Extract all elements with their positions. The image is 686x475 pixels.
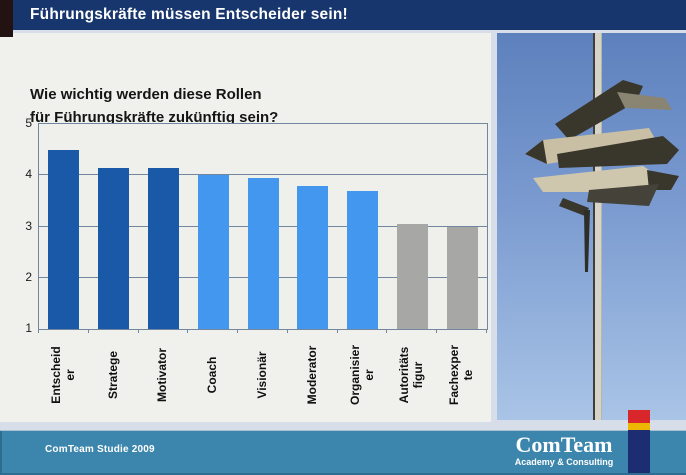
xlabel-line: Entscheid xyxy=(48,346,63,404)
xlabel-line: Fachexper xyxy=(447,344,462,406)
gridline-4 xyxy=(39,174,487,176)
ytick-label-2: 2 xyxy=(25,269,32,284)
xtick-mark xyxy=(286,329,288,333)
xtick-mark xyxy=(336,329,338,333)
xlabel-line: er xyxy=(361,369,376,381)
comteam-logo: ComTeam Academy & Consulting xyxy=(505,432,623,468)
logo-flag-gold xyxy=(628,423,650,430)
corner-accent xyxy=(0,0,13,37)
xlabel-line: Autoritäts xyxy=(397,346,412,404)
xlabel-line: Stratege xyxy=(105,350,120,400)
xtick-mark xyxy=(187,329,189,333)
signpost-arrows-icon xyxy=(525,80,679,272)
bar-entscheider xyxy=(48,149,80,329)
chart-title: Wie wichtig werden diese Rollen für Führ… xyxy=(30,83,278,129)
ytick-label-3: 3 xyxy=(25,218,32,233)
footer-source-text: ComTeam Studie 2009 xyxy=(45,444,155,455)
logo-flag xyxy=(628,410,650,473)
xlabel-line: Motivator xyxy=(155,348,170,402)
title-banner: Führungskräfte müssen Entscheider sein! xyxy=(0,0,686,30)
bar-visionär xyxy=(247,177,279,329)
xtick-mark xyxy=(436,329,438,333)
bar-moderator xyxy=(297,185,329,329)
chart-title-line1: Wie wichtig werden diese Rollen xyxy=(30,86,262,103)
xlabel-line: Visionär xyxy=(255,351,269,399)
xtick-mark xyxy=(38,329,39,333)
bar-fachexperte xyxy=(446,226,478,329)
xtick-mark xyxy=(386,329,388,333)
xlabel-line: te xyxy=(461,369,476,381)
footer-bar: ComTeam Studie 2009 ComTeam Academy & Co… xyxy=(0,430,686,475)
slide-title: Führungskräfte müssen Entscheider sein! xyxy=(30,6,348,23)
bar-stratege xyxy=(98,167,130,329)
chart-title-line2: für Führungskräfte zukünftig sein? xyxy=(30,109,279,126)
bar-coach xyxy=(197,175,229,329)
xlabel-line: figur xyxy=(411,361,426,389)
bar-chart-plot xyxy=(38,123,488,330)
comteam-logo-subtitle: Academy & Consulting xyxy=(514,457,614,467)
xlabel-fachexperte: Fachexper te xyxy=(426,330,496,420)
xtick-mark xyxy=(486,329,487,333)
comteam-logo-name: ComTeam xyxy=(515,432,613,457)
logo-flag-navy xyxy=(628,430,650,473)
ytick-label-4: 4 xyxy=(25,167,32,182)
bar-autoritätsfigur xyxy=(396,223,428,329)
xlabel-line: er xyxy=(62,369,77,381)
xlabel-line: Coach xyxy=(205,356,220,394)
xtick-mark xyxy=(87,329,89,333)
bar-motivator xyxy=(147,167,179,329)
xtick-mark xyxy=(137,329,139,333)
xlabel-line: Organisier xyxy=(347,344,362,406)
xlabel-line: Moderator xyxy=(304,345,319,405)
logo-flag-red xyxy=(628,410,650,423)
signpost-pole xyxy=(593,33,602,420)
ytick-label-1: 1 xyxy=(25,321,32,335)
bar-organisierer xyxy=(347,190,379,329)
xtick-mark xyxy=(237,329,239,333)
signpost-photo xyxy=(497,33,686,420)
ytick-label-5: 5 xyxy=(25,116,32,130)
